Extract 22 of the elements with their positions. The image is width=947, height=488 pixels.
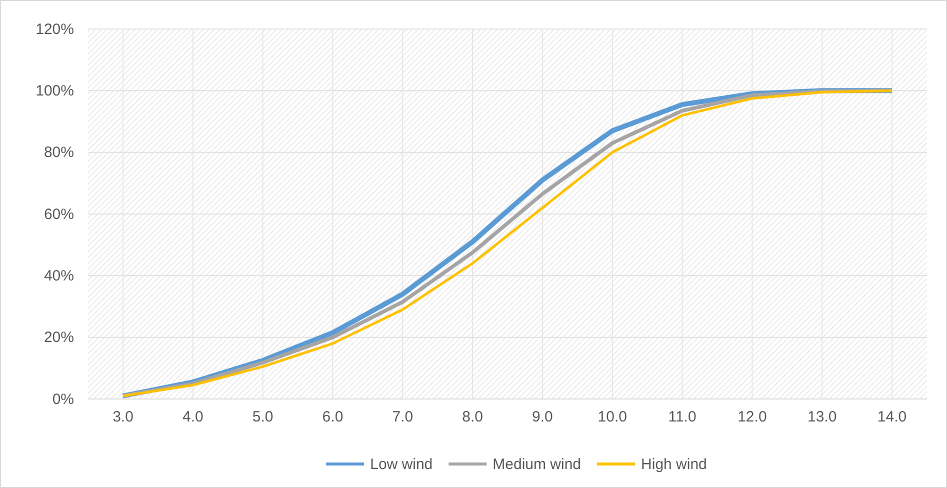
x-tick-label: 5.0 [252, 408, 274, 426]
x-tick-label: 13.0 [807, 408, 837, 426]
y-tick-label: 100% [36, 82, 74, 100]
y-tick-label: 80% [44, 144, 74, 162]
y-tick-label: 40% [44, 267, 74, 284]
x-tick-label: 9.0 [532, 408, 553, 426]
x-tick-label: 3.0 [112, 408, 134, 426]
y-tick-label: 20% [44, 329, 74, 346]
x-tick-label: 11.0 [668, 408, 696, 426]
x-tick-label: 6.0 [322, 408, 344, 426]
x-tick-label: 4.0 [182, 408, 204, 426]
x-tick-label: 12.0 [738, 408, 767, 426]
y-tick-label: 60% [44, 206, 74, 223]
x-tick-label: 7.0 [392, 408, 414, 426]
y-tick-label: 0% [52, 390, 74, 408]
x-tick-label: 10.0 [598, 408, 627, 426]
legend-label: Low wind [370, 456, 433, 473]
y-tick-label: 120% [36, 20, 74, 38]
legend-label: High wind [641, 456, 707, 473]
x-tick-label: 8.0 [462, 408, 483, 426]
x-tick-label: 14.0 [877, 408, 907, 426]
legend-label: Medium wind [492, 456, 582, 473]
